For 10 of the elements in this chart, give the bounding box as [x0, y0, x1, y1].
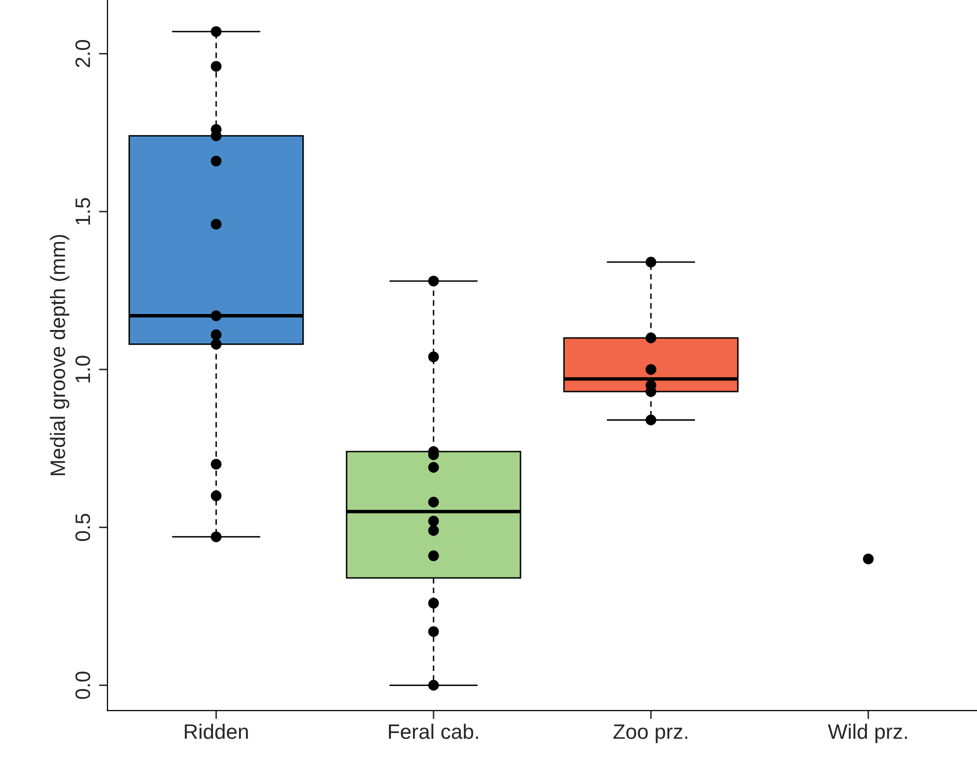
y-tick-label: 2.0 [75, 40, 90, 68]
x-tick-label: Ridden [184, 724, 248, 740]
y-tick-label: 1.0 [75, 356, 90, 382]
y-tick-label: 0.5 [75, 514, 90, 542]
x-tick-label: Zoo prz. [613, 724, 688, 744]
y-tick-label: 1.5 [76, 198, 90, 224]
y-axis-title: Medial groove depth (mm) [50, 234, 70, 476]
x-tick-label: Feral cab. [388, 724, 478, 740]
x-tick-label: Wild prz. [828, 724, 907, 744]
y-tick-label: 0.0 [75, 672, 90, 699]
